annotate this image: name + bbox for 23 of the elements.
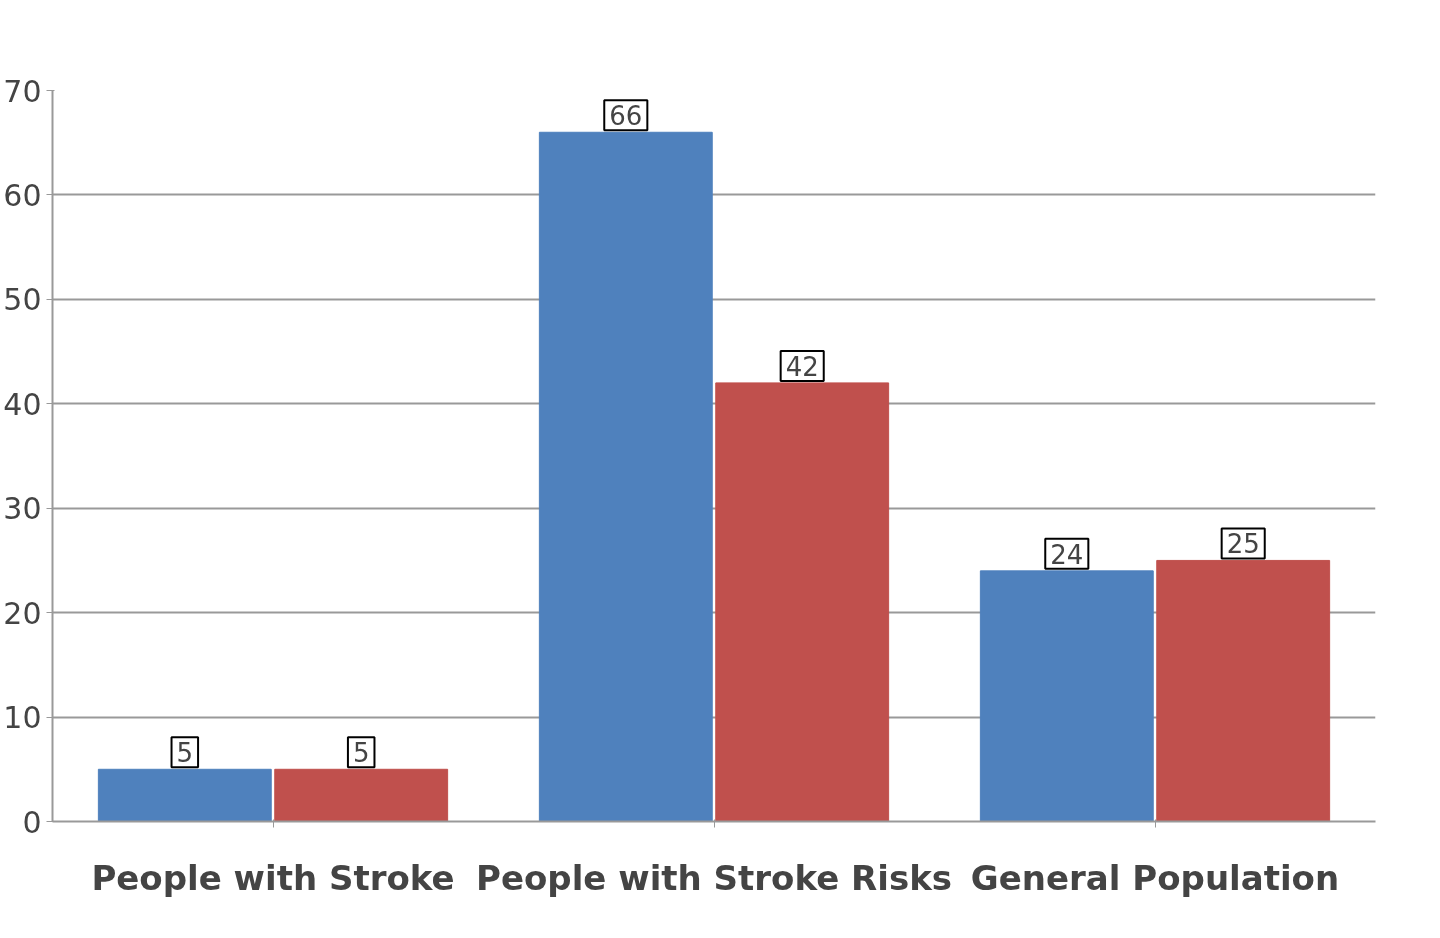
bar (1156, 559, 1331, 822)
bar (274, 768, 449, 822)
data-label: 42 (785, 351, 819, 382)
data-label: 5 (176, 738, 194, 769)
y-tick-label: 20 (3, 595, 42, 631)
y-tick-label: 50 (3, 282, 42, 318)
y-tick-label: 30 (3, 491, 42, 527)
y-tick-label: 60 (3, 177, 42, 213)
data-label: 66 (609, 101, 643, 132)
bar (97, 768, 272, 822)
y-tick-label: 40 (3, 386, 42, 422)
data-label: 24 (1050, 539, 1084, 570)
y-tick-label: 0 (22, 804, 42, 840)
x-tick-label: People with Stroke (91, 857, 455, 898)
bar (715, 382, 890, 822)
data-label: 5 (352, 738, 370, 769)
y-tick-label: 10 (3, 700, 42, 736)
data-label: 25 (1226, 529, 1260, 560)
bar (979, 570, 1154, 822)
x-tick-label: People with Stroke Risks (476, 857, 952, 898)
bar (538, 131, 713, 822)
y-tick-label: 70 (3, 73, 42, 109)
x-tick-label: General Population (970, 857, 1340, 898)
